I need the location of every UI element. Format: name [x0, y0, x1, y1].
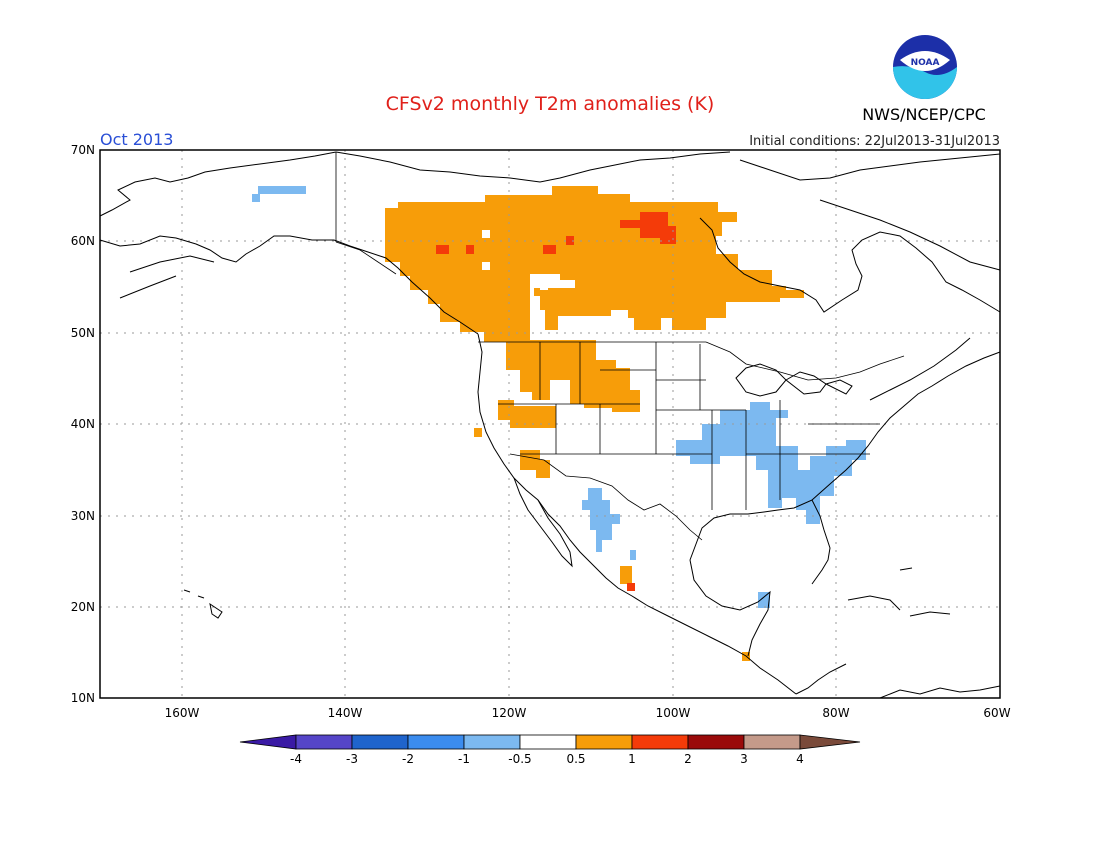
- colorbar-labels: -4 -3 -2 -1 -0.5 0.5 1 2 3 4: [290, 752, 804, 766]
- colorbar-arrow-high: [799, 734, 861, 750]
- lon-label: 120W: [492, 706, 527, 720]
- month-label: Oct 2013: [100, 130, 173, 149]
- colorbar-swatch: [519, 734, 577, 750]
- colorbar-label: 4: [796, 752, 804, 766]
- lat-label: 70N: [71, 143, 95, 157]
- longitude-labels: 160W 140W 120W 100W 80W 60W: [165, 706, 1011, 720]
- lon-label: 100W: [656, 706, 691, 720]
- anomaly-region-cool-dot: [630, 550, 636, 560]
- lon-label: 140W: [328, 706, 363, 720]
- anomaly-region-sw-warm: [498, 400, 556, 428]
- colorbar-swatch: [295, 734, 353, 750]
- agency-label: NWS/NCEP/CPC: [862, 105, 986, 124]
- lat-label: 60N: [71, 234, 95, 248]
- hot-spot-4: [566, 236, 574, 245]
- anomaly-region-yucatan-cool: [758, 592, 770, 608]
- colorbar-swatch: [631, 734, 689, 750]
- colorbar: [239, 734, 861, 750]
- political-borders: [335, 152, 905, 541]
- lat-label: 20N: [71, 600, 95, 614]
- lon-label: 160W: [165, 706, 200, 720]
- lon-label: 60W: [983, 706, 1010, 720]
- colorbar-swatch: [687, 734, 745, 750]
- colorbar-swatch: [743, 734, 801, 750]
- map-panel: [99, 149, 1001, 699]
- anomaly-region-mexico-hot: [627, 583, 635, 591]
- colorbar-swatch: [351, 734, 409, 750]
- noaa-logo: NOAA: [893, 35, 957, 99]
- anomaly-region-alaska-cool-2: [252, 194, 260, 202]
- initial-conditions-label: Initial conditions: 22Jul2013-31Jul2013: [749, 134, 1000, 149]
- colorbar-swatch: [407, 734, 465, 750]
- colorbar-label: -0.5: [508, 752, 531, 766]
- colorbar-label: 1: [628, 752, 636, 766]
- colorbar-label: -1: [458, 752, 470, 766]
- anomaly-region-nv-warm: [474, 428, 482, 437]
- anomaly-region-central-cool: [676, 402, 866, 524]
- colorbar-label: -2: [402, 752, 414, 766]
- anomaly-region-canada-warm: [385, 186, 804, 412]
- map-frame: [99, 149, 1001, 699]
- noaa-logo-text: NOAA: [911, 58, 940, 68]
- anomaly-region-alaska-cool: [258, 186, 306, 194]
- lat-label: 40N: [71, 417, 95, 431]
- colorbar-label: -4: [290, 752, 302, 766]
- colorbar-swatch: [575, 734, 633, 750]
- lat-label: 50N: [71, 326, 95, 340]
- anomaly-region-mexico-cool: [582, 488, 620, 552]
- anomaly-region-mexico-warm: [620, 566, 632, 584]
- figure-title: CFSv2 monthly T2m anomalies (K): [386, 93, 715, 115]
- hot-spot-2: [466, 245, 474, 254]
- colorbar-swatch: [463, 734, 521, 750]
- anomaly-shading: [252, 186, 866, 661]
- colorbar-label: 2: [684, 752, 692, 766]
- colorbar-label: 3: [740, 752, 748, 766]
- coastlines: [99, 151, 1001, 699]
- colorbar-label: -3: [346, 752, 358, 766]
- lat-label: 10N: [71, 691, 95, 705]
- hot-spot-3: [543, 245, 556, 254]
- colorbar-arrow-low: [239, 734, 297, 750]
- colorbar-label: 0.5: [566, 752, 585, 766]
- anomaly-region-canada-hot: [620, 212, 676, 244]
- lat-label: 30N: [71, 509, 95, 523]
- hot-spot-1: [436, 245, 449, 254]
- latitude-labels: 70N 60N 50N 40N 30N 20N 10N: [71, 143, 95, 705]
- lon-label: 80W: [822, 706, 849, 720]
